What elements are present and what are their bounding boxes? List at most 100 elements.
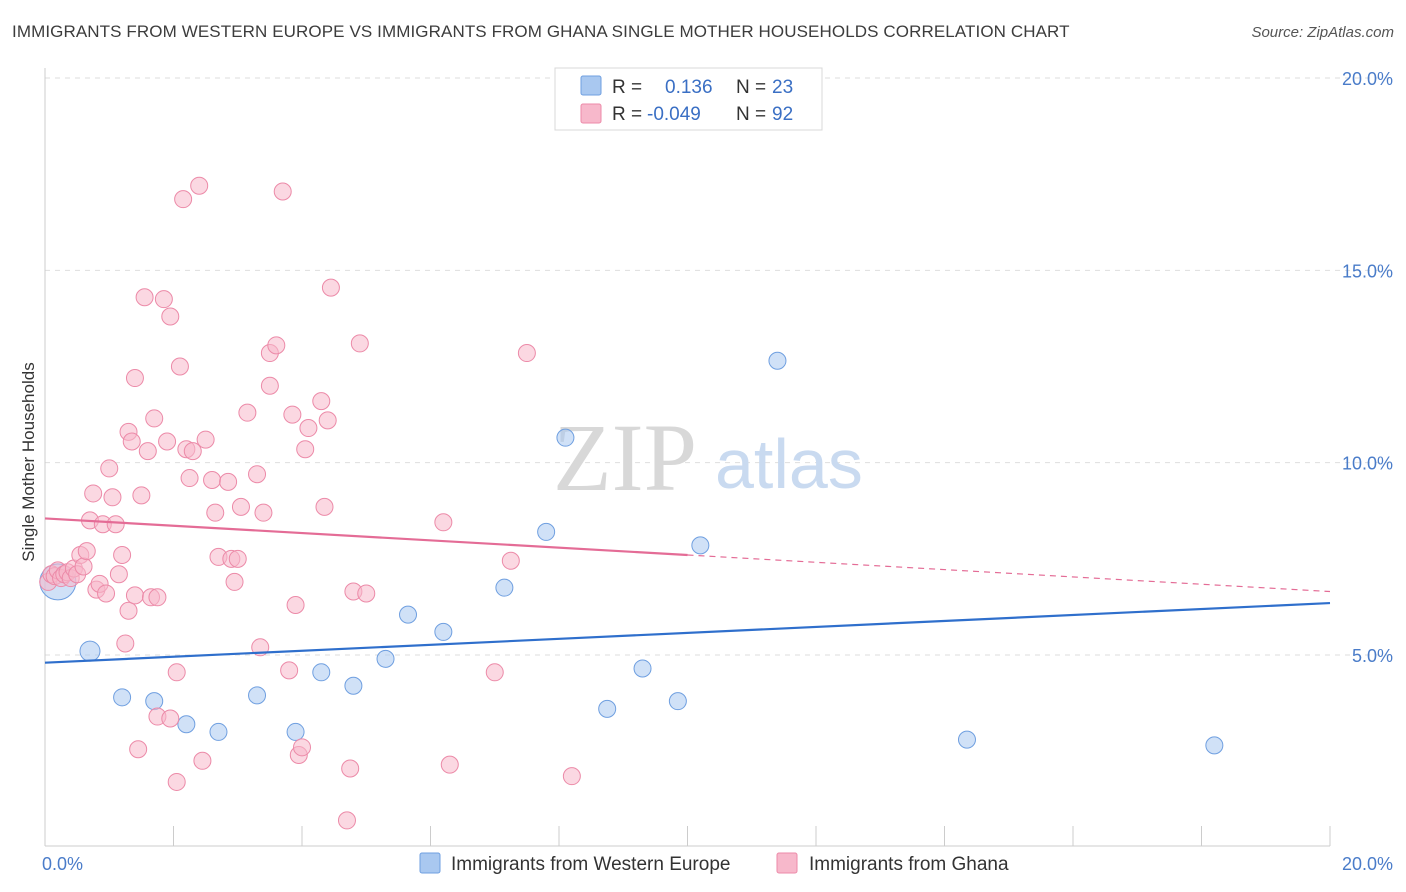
point-ghana xyxy=(129,740,148,759)
point-western-europe xyxy=(79,640,101,662)
point-western-europe xyxy=(1205,736,1224,755)
axes xyxy=(44,68,1331,847)
point-ghana xyxy=(206,503,225,522)
point-ghana xyxy=(125,586,144,605)
point-ghana xyxy=(238,403,257,422)
point-ghana xyxy=(225,572,244,591)
point-western-europe xyxy=(598,699,617,718)
watermark-zip: ZIP xyxy=(553,404,697,511)
watermark-atlas: atlas xyxy=(715,425,863,503)
point-western-europe xyxy=(286,722,305,741)
point-ghana xyxy=(119,601,138,620)
point-western-europe xyxy=(957,730,976,749)
point-western-europe xyxy=(691,536,710,555)
point-ghana xyxy=(158,432,177,451)
point-ghana xyxy=(183,442,202,461)
point-ghana xyxy=(321,278,340,297)
point-ghana xyxy=(312,392,331,411)
y-axis-label: Single Mother Households xyxy=(19,362,38,561)
legend-n-value-western-europe: 23 xyxy=(772,77,793,98)
point-ghana xyxy=(350,334,369,353)
legend-n-value-ghana: 92 xyxy=(772,104,793,125)
point-ghana xyxy=(109,565,128,584)
x-tick-labels: 0.0% 20.0% xyxy=(42,854,1393,874)
point-ghana xyxy=(517,344,536,363)
point-ghana xyxy=(318,411,337,430)
point-western-europe xyxy=(434,622,453,641)
point-ghana xyxy=(77,542,96,561)
point-ghana xyxy=(190,176,209,195)
y-tick-label: 10.0% xyxy=(1342,454,1393,474)
point-ghana xyxy=(148,588,167,607)
point-ghana xyxy=(562,767,581,786)
point-ghana xyxy=(501,551,520,570)
point-ghana xyxy=(341,759,360,778)
point-ghana xyxy=(103,488,122,507)
y-tick-label: 5.0% xyxy=(1352,646,1393,666)
point-ghana xyxy=(248,465,267,484)
point-ghana xyxy=(299,419,318,438)
point-ghana xyxy=(174,190,193,209)
point-ghana xyxy=(167,772,186,791)
point-ghana xyxy=(113,545,132,564)
legend-r-value-ghana: -0.049 xyxy=(647,104,701,125)
legend-r-value-western-europe: 0.136 xyxy=(665,77,713,98)
point-ghana xyxy=(106,515,125,534)
point-ghana xyxy=(293,738,311,757)
point-ghana xyxy=(84,484,103,503)
point-western-europe xyxy=(633,659,652,678)
point-western-europe xyxy=(145,692,164,711)
bottom-legend: Immigrants from Western Europe Immigrant… xyxy=(419,852,1009,875)
grid-lines xyxy=(45,77,1395,656)
point-western-europe xyxy=(399,605,418,624)
legend-r-label: R = xyxy=(612,77,642,98)
bottom-legend-label-western-europe: Immigrants from Western Europe xyxy=(451,854,730,875)
point-ghana xyxy=(337,811,356,830)
point-ghana xyxy=(74,557,93,576)
legend-swatch-western-europe xyxy=(580,75,602,96)
point-ghana xyxy=(196,430,215,449)
point-ghana xyxy=(485,663,504,682)
point-ghana xyxy=(154,290,173,309)
point-western-europe xyxy=(495,578,514,597)
point-western-europe xyxy=(209,722,228,741)
point-ghana xyxy=(283,405,302,424)
point-ghana xyxy=(267,336,286,355)
legend: R = 0.136 N = 23 R = -0.049 N = 92 xyxy=(554,67,823,131)
legend-r-label: R = xyxy=(612,104,642,125)
point-ghana xyxy=(138,442,157,461)
point-western-europe xyxy=(312,663,331,682)
point-ghana xyxy=(203,470,222,489)
point-ghana xyxy=(296,440,315,459)
point-ghana xyxy=(357,584,376,603)
point-western-europe xyxy=(113,688,132,707)
trend-line-ghana-extension xyxy=(687,554,1331,593)
legend-swatch-ghana xyxy=(580,103,602,124)
point-ghana xyxy=(193,751,212,770)
point-ghana xyxy=(122,432,141,451)
bottom-legend-swatch-western-europe xyxy=(419,852,441,874)
watermark: ZIP atlas xyxy=(553,404,863,511)
trend-line-western-europe xyxy=(44,601,1331,664)
point-ghana xyxy=(273,182,292,201)
source-credit: Source: ZipAtlas.com xyxy=(1251,24,1394,41)
point-ghana xyxy=(145,409,164,428)
data-points xyxy=(39,176,1224,830)
point-western-europe xyxy=(537,522,556,541)
point-ghana xyxy=(161,709,180,728)
point-ghana xyxy=(315,497,334,516)
point-ghana xyxy=(116,634,135,653)
point-western-europe xyxy=(344,676,363,695)
point-ghana xyxy=(254,503,273,522)
point-ghana xyxy=(180,469,199,488)
point-ghana xyxy=(167,663,186,682)
point-western-europe xyxy=(376,649,395,668)
x-tick-label-min: 0.0% xyxy=(42,854,83,874)
point-ghana xyxy=(135,288,154,307)
point-ghana xyxy=(97,584,116,603)
bottom-legend-label-ghana: Immigrants from Ghana xyxy=(809,854,1009,875)
y-tick-label: 20.0% xyxy=(1342,69,1393,89)
legend-n-label: N = xyxy=(736,77,766,98)
bottom-legend-swatch-ghana xyxy=(776,852,798,874)
y-tick-label: 15.0% xyxy=(1342,261,1393,281)
